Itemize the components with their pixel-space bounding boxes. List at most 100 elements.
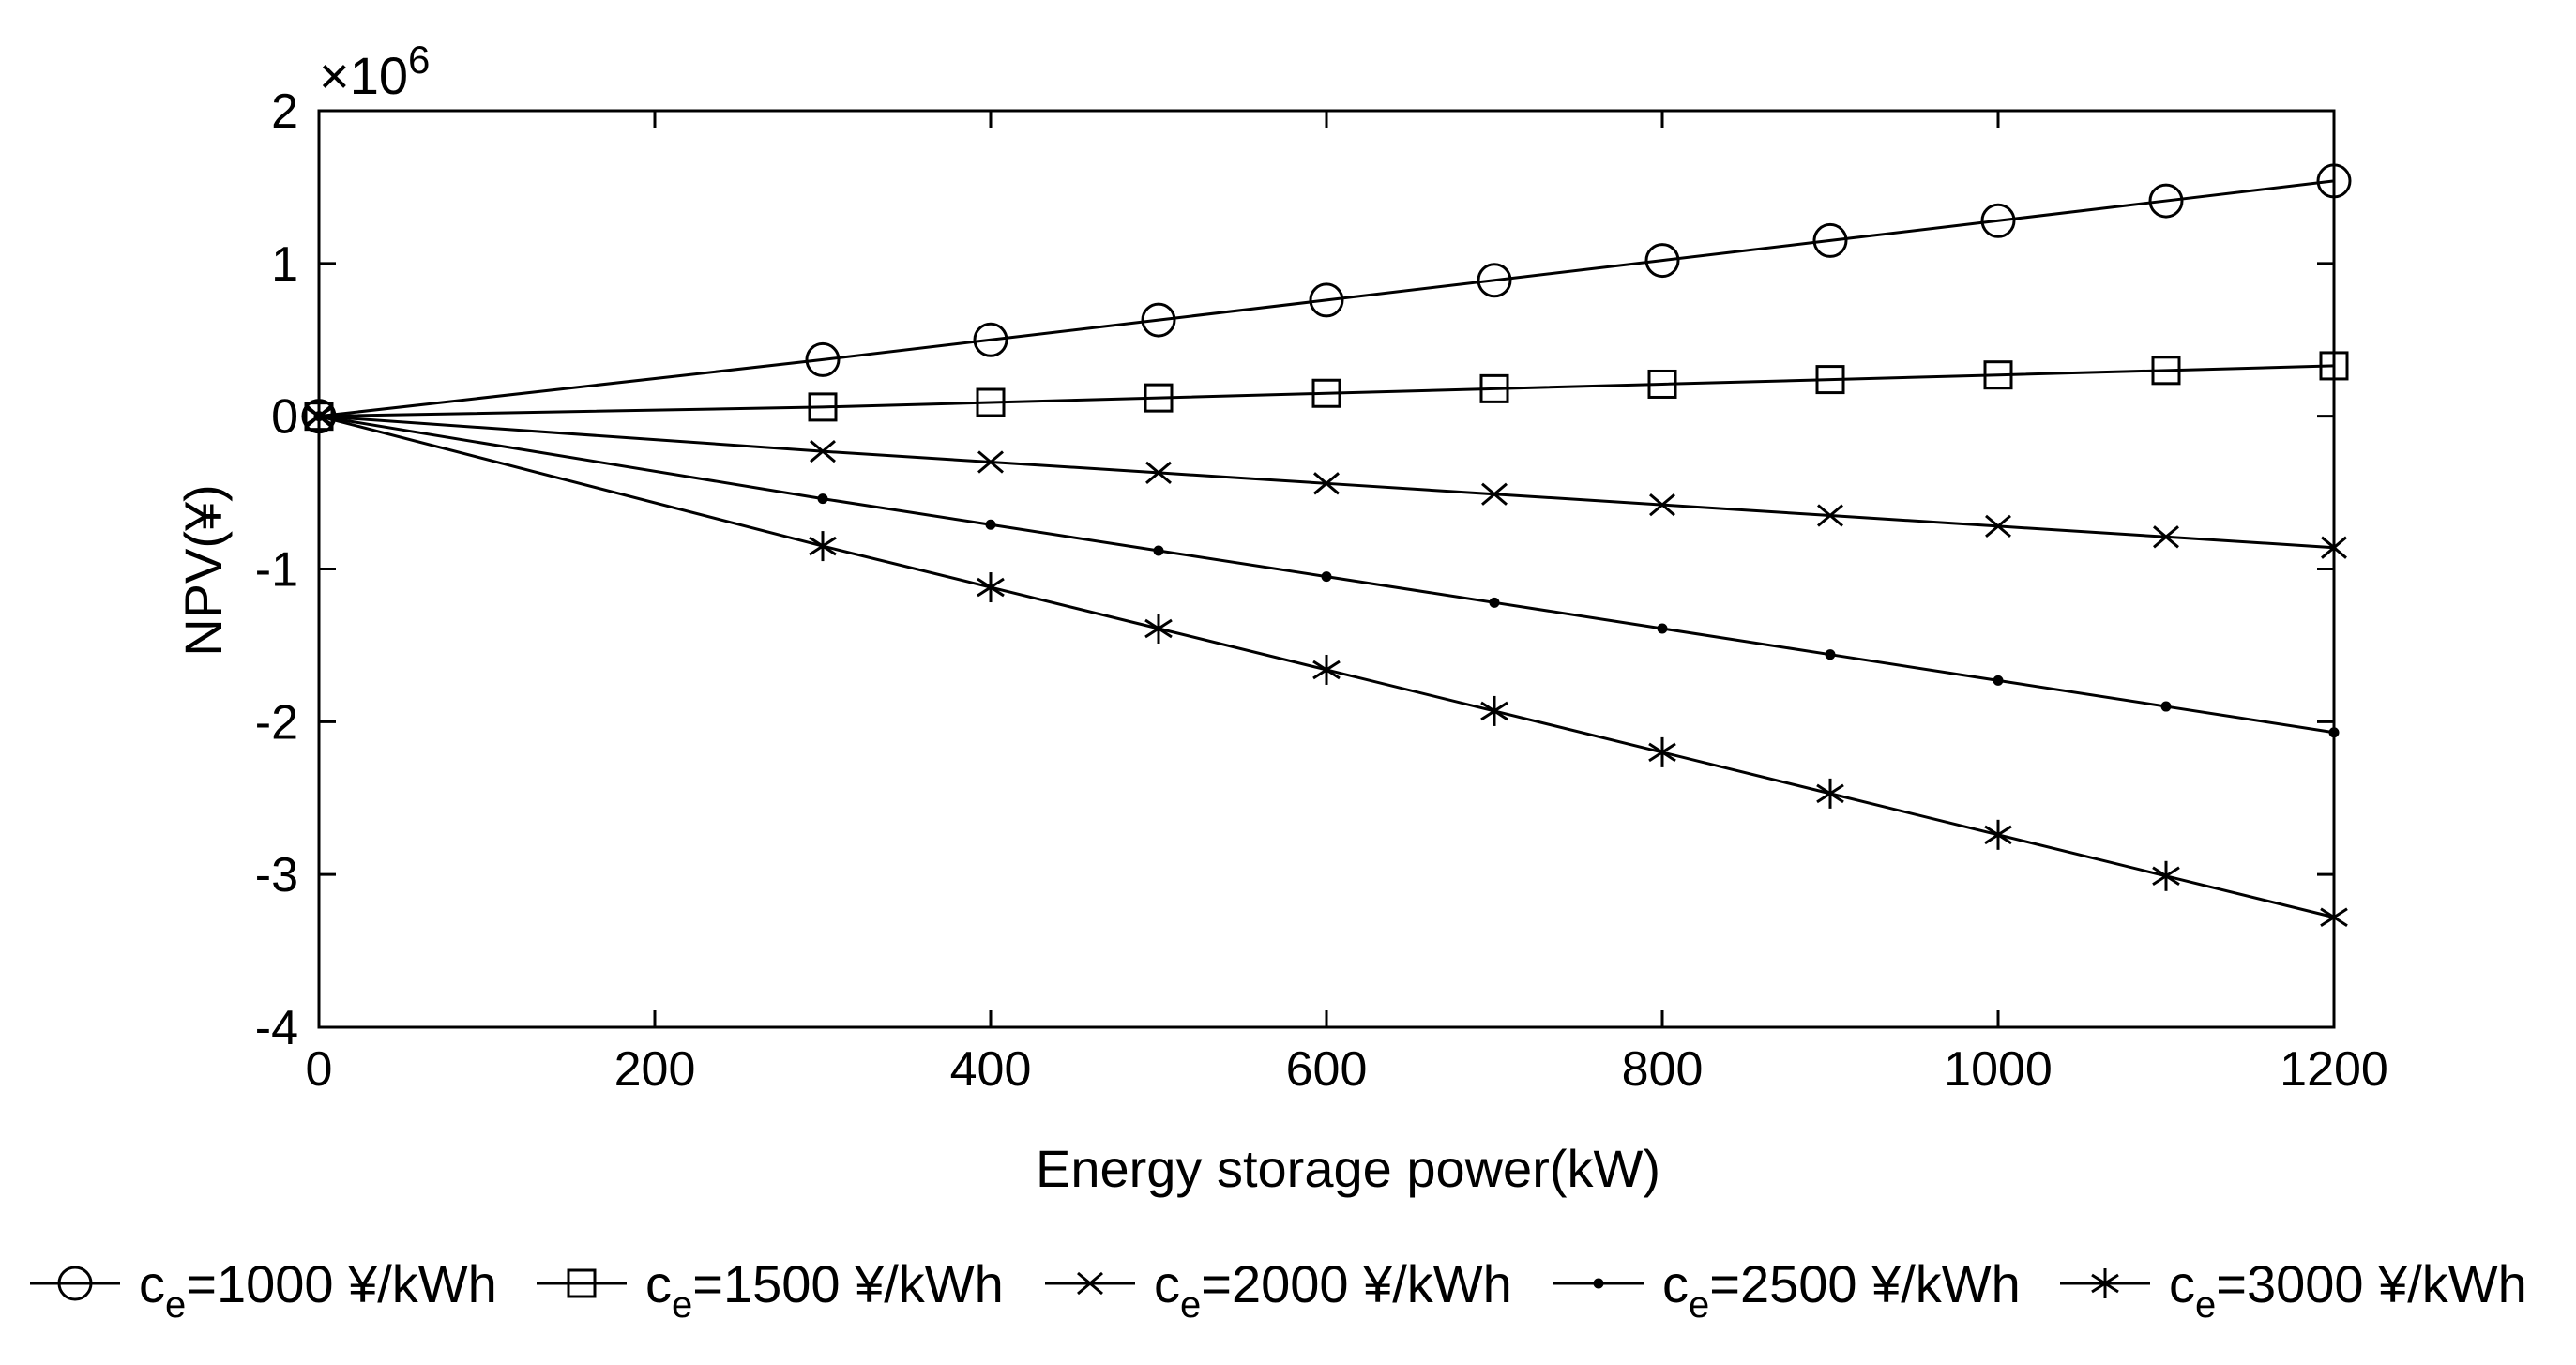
data-point (810, 439, 836, 463)
legend-label-prefix: c (2169, 1254, 2195, 1313)
x-tick-label: 1200 (2280, 1042, 2388, 1097)
data-point (2328, 727, 2340, 738)
legend-label-subscript: e (165, 1284, 186, 1326)
dot-marker (1321, 571, 1332, 583)
dot-marker (817, 493, 828, 505)
x-tick-label: 0 (306, 1042, 333, 1097)
square-marker (1144, 383, 1174, 413)
data-point (1312, 654, 1341, 685)
series-1 (301, 163, 2352, 434)
axis-layer: ×106 Energy storage power(kW) NPV(¥) 0 20… (174, 38, 2388, 1198)
data-point (1817, 504, 1843, 527)
dot-marker (1153, 545, 1164, 556)
series-5 (305, 401, 2348, 933)
x-marker (1649, 493, 1675, 517)
circle-marker (1812, 222, 1848, 258)
square-marker (1311, 378, 1341, 408)
asterisk-marker (1312, 654, 1341, 685)
data-point (809, 531, 837, 562)
circle-marker (1477, 263, 1512, 298)
dot-marker (985, 519, 996, 530)
circle-marker (973, 322, 1008, 357)
series-line (318, 364, 2335, 418)
data-point (985, 519, 996, 530)
dot-marker (1593, 1278, 1604, 1289)
x-marker-stroke (1649, 493, 1675, 517)
data-point (973, 322, 1008, 357)
data-point (977, 572, 1005, 603)
y-tick-label: 2 (271, 84, 298, 139)
legend-label-value: =1000 ¥/kWh (186, 1254, 497, 1313)
legend-label-subscript: e (1689, 1284, 1709, 1326)
data-point (1311, 378, 1341, 408)
x-marker (1985, 514, 2011, 538)
legend-label-subscript: e (1180, 1284, 1201, 1326)
x-tick-label: 800 (1622, 1042, 1704, 1097)
data-point (1985, 514, 2011, 538)
y-axis-label: NPV(¥) (174, 484, 233, 657)
y-axis-multiplier-exponent: 6 (408, 38, 430, 82)
data-point (2152, 860, 2180, 891)
circle-marker (2316, 163, 2352, 199)
data-point (1477, 263, 1512, 298)
circle-marker (57, 1266, 93, 1301)
asterisk-marker-stroke (2152, 866, 2180, 887)
asterisk-marker (809, 531, 837, 562)
data-point (1644, 243, 1680, 279)
data-point (817, 493, 828, 505)
data-point (2148, 183, 2184, 219)
circle-marker (1141, 302, 1176, 338)
legend-label: ce=3000 ¥/kWh (2169, 1254, 2527, 1326)
x-marker (810, 439, 836, 463)
legend-entry-1: ce=1000 ¥/kWh (30, 1254, 497, 1326)
legend-entry-5: ce=3000 ¥/kWh (2060, 1254, 2527, 1326)
square-marker (808, 392, 838, 422)
series-layer (301, 163, 2352, 933)
x-marker-stroke (1313, 472, 1340, 495)
data-point (1983, 360, 2013, 390)
dot-marker (1993, 675, 2004, 686)
data-point (1489, 597, 1500, 608)
circle-marker (1644, 243, 1680, 279)
square-marker (567, 1268, 597, 1298)
legend-label-subscript: e (2195, 1284, 2216, 1326)
asterisk-marker-stroke (809, 536, 837, 556)
x-marker-stroke (2321, 536, 2347, 559)
asterisk-marker-stroke (1144, 618, 1173, 639)
asterisk-marker-stroke (2320, 907, 2348, 928)
data-point (1980, 203, 2016, 238)
data-point (1309, 282, 1344, 318)
data-point (1812, 222, 1848, 258)
asterisk-marker-stroke (2091, 1273, 2119, 1294)
legend-label-prefix: c (1662, 1254, 1689, 1313)
x-tick-label: 400 (950, 1042, 1032, 1097)
x-tick-label: 600 (1286, 1042, 1368, 1097)
x-marker-stroke (1817, 504, 1843, 527)
legend-label-value: =1500 ¥/kWh (692, 1254, 1004, 1313)
data-point (2319, 351, 2349, 381)
asterisk-marker (1480, 695, 1508, 726)
dot-marker (2328, 727, 2340, 738)
circle-marker (1980, 203, 2016, 238)
x-marker-stroke (1145, 461, 1172, 485)
plot-frame (317, 109, 2336, 1029)
data-point (1647, 369, 1677, 399)
y-tick-label: -4 (255, 1001, 298, 1055)
legend-entry-4: ce=2500 ¥/kWh (1553, 1254, 2021, 1326)
data-point (1481, 482, 1508, 506)
asterisk-marker-stroke (1648, 742, 1676, 763)
data-point (1993, 675, 2004, 686)
square-marker (1479, 373, 1509, 403)
dot-marker (2160, 701, 2172, 712)
asterisk-marker (1144, 614, 1173, 645)
x-marker (1313, 472, 1340, 495)
square-marker (1815, 365, 1845, 395)
legend-label: ce=2000 ¥/kWh (1154, 1254, 1512, 1326)
asterisk-marker-stroke (1984, 825, 2012, 845)
data-point (1145, 461, 1172, 485)
data-point (2320, 902, 2348, 933)
x-marker (2153, 525, 2179, 549)
legend-label-prefix: c (139, 1254, 165, 1313)
asterisk-marker (2091, 1268, 2119, 1298)
x-marker-stroke (1481, 482, 1508, 506)
